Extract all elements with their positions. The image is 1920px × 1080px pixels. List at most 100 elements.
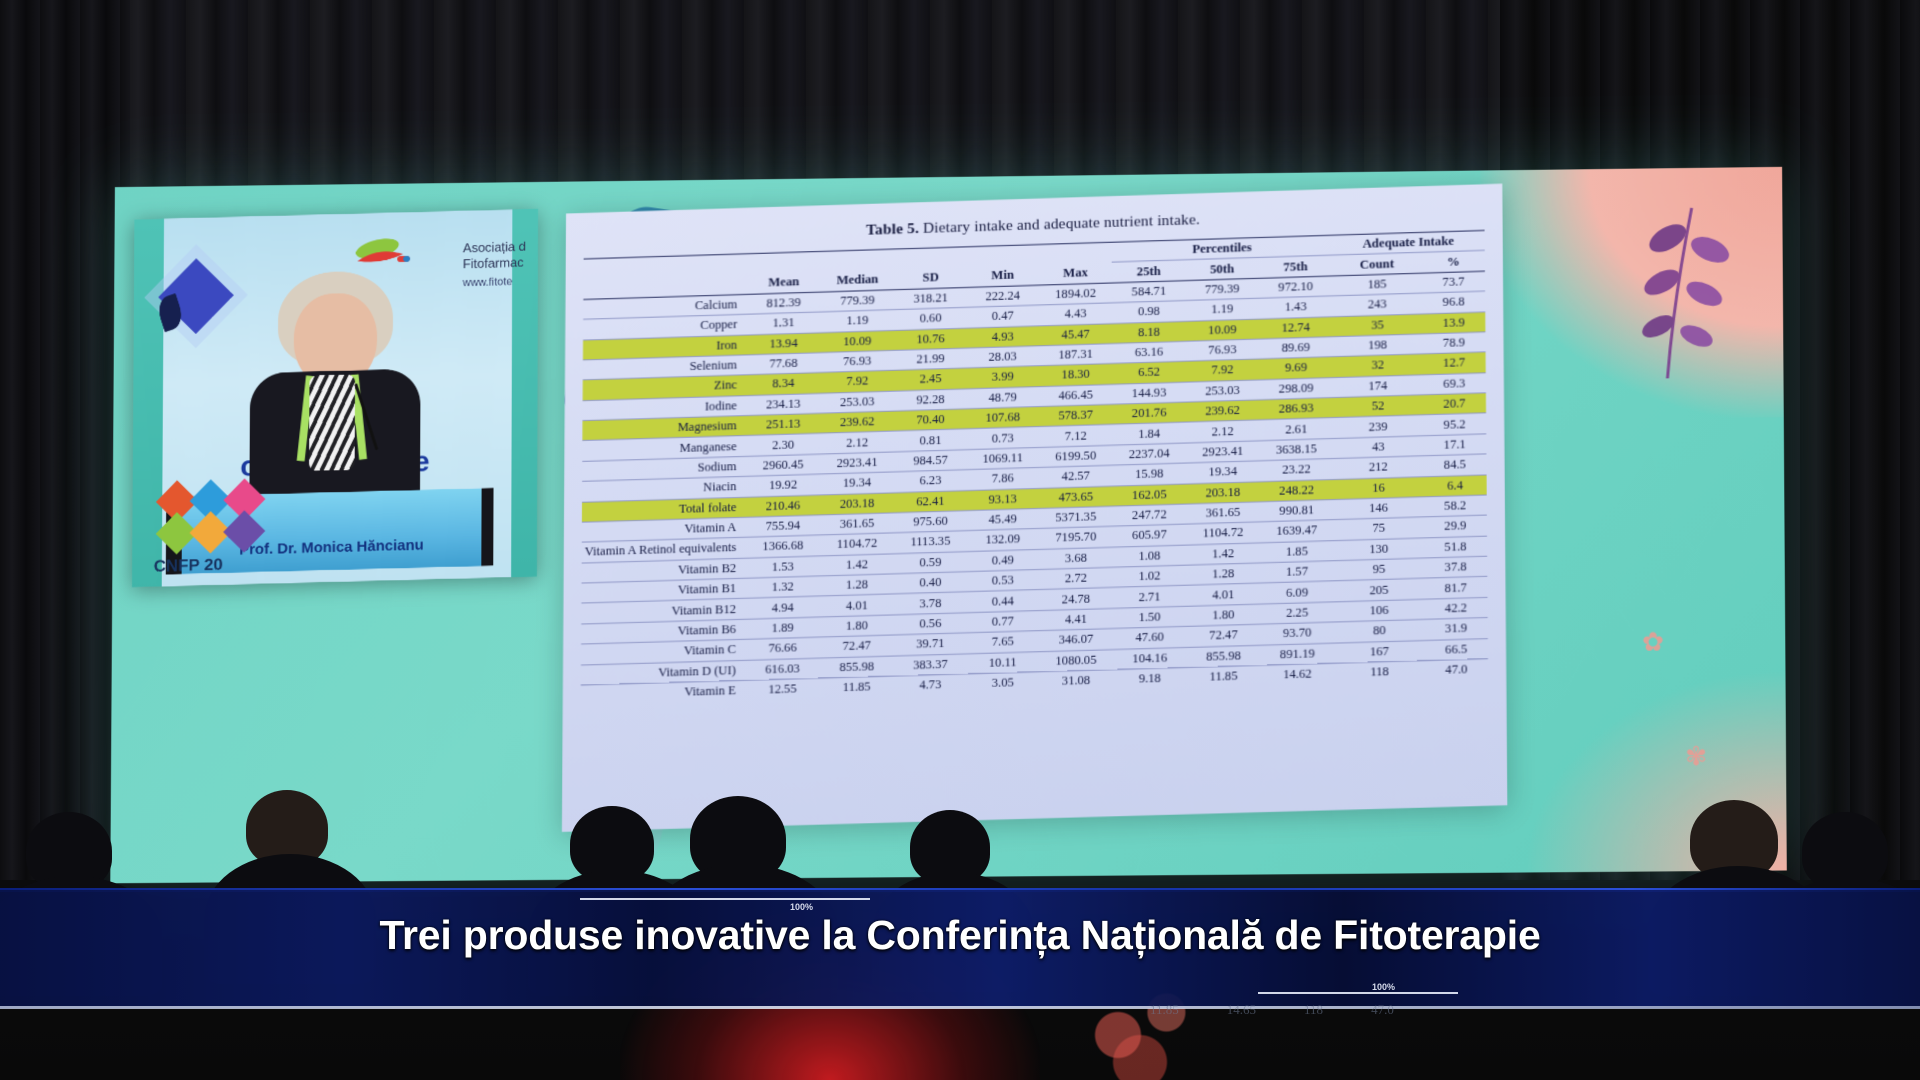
cell-50th: 1.19 (1185, 298, 1259, 321)
cell-75th: 93.70 (1260, 622, 1335, 645)
cell-25th: 0.98 (1112, 300, 1186, 324)
cell-25th: 1.84 (1112, 422, 1186, 446)
cell-Median: 76.93 (819, 350, 895, 373)
cell-Median: 11.85 (819, 675, 895, 699)
cell-75th: 14.62 (1260, 663, 1335, 686)
cell-Max: 1080.05 (1039, 649, 1113, 672)
cell-Count: 243 (1332, 293, 1423, 317)
cell-Max: 2.72 (1039, 567, 1113, 590)
cell-25th: 201.76 (1112, 402, 1186, 425)
cell-75th: 1.85 (1259, 540, 1334, 563)
cell-Min: 7.65 (966, 630, 1040, 654)
cell-Median: 1104.72 (819, 533, 895, 556)
cell-Mean: 4.94 (745, 596, 820, 619)
col-header-mean: Mean (768, 274, 800, 290)
cell-%: 42.2 (1424, 597, 1488, 620)
cell-25th: 104.16 (1112, 646, 1187, 670)
cell-Count: 185 (1332, 272, 1423, 297)
cell-SD: 4.73 (894, 673, 967, 696)
cell-Max: 346.07 (1039, 628, 1113, 652)
cell-75th: 990.81 (1259, 499, 1334, 523)
cell-SD: 1113.35 (894, 530, 967, 554)
dietary-intake-table: Percentiles Adequate Intake Mean Median … (580, 230, 1489, 705)
cell-Median: 1.28 (819, 573, 895, 597)
cell-Count: 146 (1333, 496, 1424, 520)
cell-50th: 253.03 (1185, 379, 1260, 403)
cell-Count: 118 (1334, 660, 1425, 684)
cell-Max: 187.31 (1038, 343, 1113, 366)
cell-Min: 45.49 (966, 508, 1040, 531)
cell-Mean: 13.94 (747, 332, 821, 355)
cell-Mean: 77.68 (746, 352, 821, 376)
flower-icon: ✾ (1684, 740, 1708, 772)
curtain-left (0, 0, 130, 880)
projection-screen: ✿ ✾ Table 5. Dietary intake and adequate… (110, 166, 1787, 884)
cell-Mean: 251.13 (746, 413, 820, 436)
association-logo-icon (354, 237, 411, 263)
cell-SD: 2.45 (894, 368, 967, 391)
cell-Min: 7.86 (966, 467, 1040, 491)
news-headline: Trei produse inovative la Conferința Naț… (379, 912, 1541, 958)
cell-Median: 72.47 (819, 635, 895, 658)
cell-%: 73.7 (1422, 270, 1486, 294)
cell-SD: 383.37 (894, 653, 967, 676)
cell-75th: 1639.47 (1259, 519, 1334, 543)
cell-Count: 80 (1334, 619, 1425, 643)
cell-Max: 24.78 (1039, 587, 1113, 611)
cell-Count: 239 (1333, 415, 1424, 439)
cell-Median: 7.92 (819, 370, 895, 394)
cell-50th: 19.34 (1186, 460, 1260, 484)
cell-Min: 0.49 (966, 549, 1040, 572)
progress-left-label: 100% (790, 902, 814, 912)
cell-50th: 2.12 (1185, 420, 1260, 443)
cell-50th: 1.28 (1186, 562, 1261, 586)
progress-right-label: 100% (1372, 982, 1396, 992)
cell-75th: 3638.15 (1259, 438, 1334, 461)
cell-SD: 0.81 (894, 429, 967, 452)
cell-75th: 891.19 (1260, 642, 1335, 666)
cell-Mean: 755.94 (746, 514, 820, 538)
cell-SD: 6.23 (894, 469, 967, 493)
cell-50th: 1.80 (1186, 603, 1261, 627)
row-header-nutrient: Vitamin E (580, 680, 746, 705)
cell-50th: 239.62 (1185, 399, 1260, 423)
cell-Median: 19.34 (819, 471, 895, 495)
col-header-percent: % (1421, 250, 1485, 273)
table-title-text: Dietary intake and adequate nutrient int… (923, 211, 1200, 237)
cell-SD: 70.40 (894, 408, 967, 432)
cell-%: 29.9 (1423, 515, 1488, 538)
cell-Mean: 2.30 (746, 433, 820, 457)
org-line-1: Asociația d (462, 238, 526, 256)
cell-Max: 466.45 (1038, 384, 1113, 407)
cell-25th: 1.50 (1112, 606, 1187, 629)
progress-bar-right (1258, 992, 1458, 994)
lower-third-banner: 100% 100% Trei produse inovative la Conf… (0, 870, 1920, 1080)
cell-Count: 35 (1332, 313, 1423, 337)
cell-Min: 93.13 (966, 487, 1040, 511)
cell-Median: 779.39 (820, 289, 895, 313)
cell-Count: 130 (1333, 537, 1424, 561)
cell-Min: 0.73 (966, 426, 1040, 450)
cell-Min: 0.44 (966, 589, 1040, 613)
cell-25th: 2.71 (1112, 585, 1187, 609)
cell-SD: 0.56 (894, 612, 967, 636)
cell-Min: 0.53 (966, 569, 1040, 593)
slide-table-card: Table 5. Dietary intake and adequate nut… (561, 183, 1508, 832)
cell-SD: 92.28 (894, 388, 967, 412)
cell-50th: 72.47 (1186, 624, 1261, 647)
cnfp-logo: CNFP 20 (154, 478, 343, 579)
cell-25th: 144.93 (1112, 381, 1186, 405)
cell-Median: 1.42 (819, 553, 895, 577)
presenter-video-inset: Asociația d Fitofarmac www.fitote A iție… (131, 208, 538, 588)
cell-SD: 0.60 (894, 307, 967, 330)
col-header-p75: 75th (1258, 255, 1333, 279)
cell-Median: 2.12 (819, 431, 895, 454)
cell-50th: 10.09 (1185, 318, 1260, 342)
cell-25th: 2237.04 (1112, 442, 1187, 466)
cell-Count: 32 (1332, 354, 1423, 378)
cell-Mean: 1.89 (745, 616, 820, 640)
cell-25th: 6.52 (1112, 361, 1186, 385)
cell-75th: 298.09 (1259, 377, 1333, 400)
cell-Max: 578.37 (1039, 404, 1113, 427)
cell-SD: 975.60 (894, 510, 967, 534)
